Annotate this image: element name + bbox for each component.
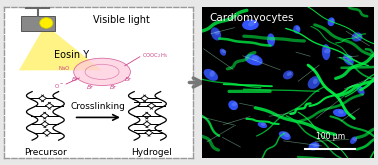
Text: Br: Br	[125, 77, 132, 82]
Ellipse shape	[231, 102, 237, 106]
Ellipse shape	[352, 32, 363, 42]
Ellipse shape	[269, 37, 275, 41]
Ellipse shape	[313, 143, 318, 147]
Text: Br: Br	[87, 84, 94, 90]
Ellipse shape	[209, 70, 215, 77]
Ellipse shape	[283, 132, 290, 137]
Ellipse shape	[352, 137, 357, 141]
Ellipse shape	[258, 122, 267, 128]
Text: O$^-$: O$^-$	[54, 82, 64, 90]
Ellipse shape	[287, 72, 292, 76]
Ellipse shape	[242, 19, 259, 30]
Ellipse shape	[333, 109, 347, 117]
Ellipse shape	[328, 17, 335, 26]
Ellipse shape	[204, 69, 218, 81]
Polygon shape	[19, 25, 102, 70]
Ellipse shape	[279, 131, 291, 140]
Ellipse shape	[330, 19, 334, 23]
Ellipse shape	[293, 25, 301, 34]
Ellipse shape	[74, 58, 130, 85]
Ellipse shape	[350, 136, 357, 144]
Ellipse shape	[347, 55, 353, 62]
Ellipse shape	[322, 44, 330, 60]
Text: Precursor: Precursor	[24, 148, 67, 157]
Text: Crosslinking: Crosslinking	[71, 102, 126, 111]
Ellipse shape	[261, 122, 266, 126]
Ellipse shape	[211, 27, 221, 41]
Ellipse shape	[308, 76, 321, 89]
Text: 100 μm: 100 μm	[316, 132, 345, 141]
Ellipse shape	[324, 48, 331, 53]
Ellipse shape	[40, 18, 53, 28]
Ellipse shape	[338, 110, 344, 114]
Ellipse shape	[220, 49, 226, 56]
Ellipse shape	[356, 85, 365, 95]
Ellipse shape	[355, 34, 362, 38]
Text: Visible light: Visible light	[93, 15, 149, 25]
Ellipse shape	[214, 31, 220, 35]
Ellipse shape	[283, 70, 293, 79]
Text: COOC$_2$H$_5$: COOC$_2$H$_5$	[142, 51, 168, 60]
Text: Cardiomyocytes: Cardiomyocytes	[209, 13, 294, 23]
Text: Br: Br	[72, 77, 79, 82]
Ellipse shape	[359, 87, 363, 91]
Text: Eosin Y: Eosin Y	[54, 50, 89, 60]
Ellipse shape	[245, 54, 263, 66]
Ellipse shape	[228, 100, 238, 110]
Text: NaO: NaO	[59, 66, 70, 71]
Ellipse shape	[308, 142, 319, 150]
Ellipse shape	[267, 33, 275, 47]
Ellipse shape	[313, 79, 318, 84]
Text: Br: Br	[110, 84, 117, 90]
Ellipse shape	[252, 56, 259, 61]
Ellipse shape	[296, 26, 300, 31]
Ellipse shape	[248, 20, 256, 27]
Text: Hydrogel: Hydrogel	[131, 148, 172, 157]
Ellipse shape	[222, 50, 226, 53]
Ellipse shape	[343, 54, 354, 65]
Bar	[21, 16, 55, 31]
